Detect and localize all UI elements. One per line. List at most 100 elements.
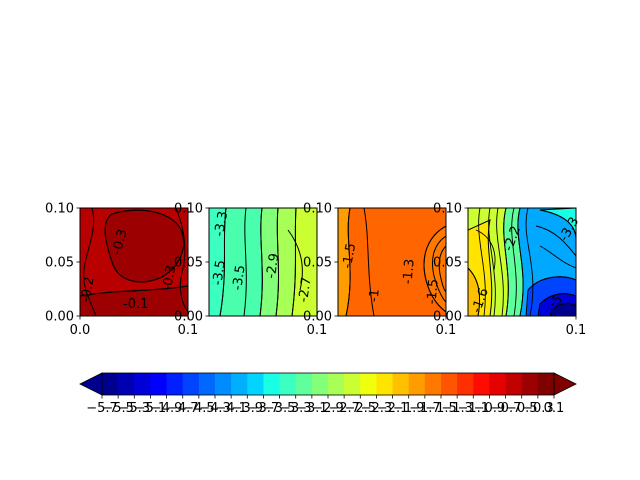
panel-1-contour-line xyxy=(175,208,188,313)
y-tick-label: 0.00 xyxy=(303,310,332,325)
panel-4-contour-line xyxy=(488,208,496,316)
colorbar-extend-low xyxy=(79,372,103,396)
colorbar-segment xyxy=(295,373,313,395)
y-tick-label: 0.00 xyxy=(174,310,203,325)
panel-3-contour-label: -1.3 xyxy=(400,258,417,285)
colorbar-ticks: −5.7−5.5−5.3−5.1−4.9−4.7−4.5−4.3−4.1−3.9… xyxy=(86,395,564,416)
colorbar-tick-label: −3.9 xyxy=(231,401,263,416)
colorbar-tick-label: −0.7 xyxy=(490,401,522,416)
panel-4-contour-line xyxy=(503,208,509,316)
colorbar-tick-label: −5.1 xyxy=(135,401,167,416)
panel-3-contour-label: -1 xyxy=(367,288,383,302)
colorbar-segment xyxy=(134,373,151,395)
y-tick-label: 0.05 xyxy=(303,256,332,271)
contour-panel-1: -0.3 -0.3 -0.1 -0.2 xyxy=(78,207,189,317)
colorbar-segment xyxy=(360,373,377,395)
colorbar-segment xyxy=(441,373,458,395)
colorbar-tick-label: −3.7 xyxy=(248,401,280,416)
colorbar-tick-label: −4.1 xyxy=(215,401,247,416)
colorbar-segment xyxy=(102,373,119,395)
colorbar-tick-label: −0.9 xyxy=(474,401,506,416)
panel-4-contour-line xyxy=(551,302,576,311)
y-tick-label: 0.05 xyxy=(45,256,74,271)
colorbar-tick-label: −3.5 xyxy=(264,401,296,416)
colorbar-segment xyxy=(344,373,361,395)
colorbar-segment xyxy=(392,373,410,395)
colorbar-segment xyxy=(424,373,442,395)
colorbar: −5.7−5.5−5.3−5.1−4.9−4.7−4.5−4.3−4.1−3.9… xyxy=(79,372,577,416)
colorbar-segment xyxy=(408,373,426,395)
colorbar-tick-label: −2.5 xyxy=(344,401,376,416)
colorbar-tick-label: −1.7 xyxy=(409,401,441,416)
panel-4-contour-line xyxy=(496,208,504,316)
panel-3-contour-line xyxy=(363,208,375,316)
panel-2-contour-line xyxy=(259,208,263,316)
panel-1-contour-line xyxy=(104,209,184,283)
panel-1-contour-line xyxy=(80,285,188,297)
colorbar-tick-label: −1.3 xyxy=(441,401,473,416)
colorbar-segment xyxy=(198,373,216,395)
panel-1-contour-label: -0.2 xyxy=(78,276,97,304)
colorbar-tick-label: −2.1 xyxy=(377,401,409,416)
colorbar-segment xyxy=(166,373,184,395)
y-tick-label: 0.10 xyxy=(174,202,203,217)
panel-4-contour-line xyxy=(517,208,524,316)
colorbar-segment xyxy=(279,373,297,395)
colorbar-tick-label: −5.7 xyxy=(86,401,118,416)
colorbar-segment xyxy=(521,373,539,395)
panel-1-contour-label: -0.1 xyxy=(123,297,148,312)
y-tick-label: 0.10 xyxy=(45,202,74,217)
y-tick-label: 0.00 xyxy=(45,310,74,325)
panel-4-contour-line xyxy=(535,225,576,257)
colorbar-segment xyxy=(473,373,490,395)
colorbar-tick-label: −3.3 xyxy=(280,401,312,416)
x-tick-label: 0.1 xyxy=(436,323,457,338)
panel-2-contour-label: -2.9 xyxy=(264,252,282,279)
colorbar-segments xyxy=(102,373,555,395)
panel-4-contour-line xyxy=(468,267,480,316)
colorbar-segment xyxy=(263,373,280,395)
panel-3-contour-line xyxy=(438,245,446,293)
panel-4-contour-line xyxy=(539,245,576,269)
colorbar-segment xyxy=(537,373,555,395)
panel-2-contour-line xyxy=(275,208,279,316)
panel-2-contour-label: -3.5 xyxy=(230,264,248,291)
panel-2-contour-line xyxy=(287,229,303,291)
colorbar-tick-label: 0.1 xyxy=(544,401,565,416)
contour-panel-3: -1.5 -1.3 -1.5 -1 xyxy=(337,207,447,317)
y-tick-label: 0.10 xyxy=(303,202,332,217)
colorbar-tick-label: −0.5 xyxy=(506,401,538,416)
colorbar-segment xyxy=(457,373,474,395)
colorbar-segment xyxy=(328,373,345,395)
panel-2-contour-line xyxy=(243,208,247,316)
colorbar-tick-label: −4.9 xyxy=(151,401,183,416)
colorbar-tick-label: −4.5 xyxy=(183,401,215,416)
colorbar-segment xyxy=(215,373,232,395)
colorbar-tick-label: −2.7 xyxy=(328,401,360,416)
panel-2-contour-line xyxy=(219,208,227,316)
colorbar-tick-label: −5.5 xyxy=(102,401,134,416)
colorbar-tick-label: −1.1 xyxy=(457,401,489,416)
panel-4-contour-line xyxy=(539,293,576,305)
y-tick-label: 0.00 xyxy=(433,310,462,325)
panel-4-contour-line xyxy=(525,208,534,316)
panel-4-contour-line xyxy=(511,208,517,316)
colorbar-tick-label: −0.3 xyxy=(522,401,554,416)
x-tick-label: 0.0 xyxy=(70,323,91,338)
colorbar-segment xyxy=(505,373,523,395)
colorbar-segment xyxy=(311,373,329,395)
panel-3-contour-label: -1.5 xyxy=(424,278,441,305)
panel-2-contour-label: -3.5 xyxy=(210,259,228,286)
colorbar-segment xyxy=(182,373,200,395)
x-tick-label: 0.1 xyxy=(178,323,199,338)
y-tick-label: 0.05 xyxy=(174,256,203,271)
y-tick-label: 0.10 xyxy=(433,202,462,217)
colorbar-tick-label: −4.7 xyxy=(167,401,199,416)
panel-3-contour-label: -1.5 xyxy=(340,242,359,270)
panel-1-contour-label: -0.3 xyxy=(110,227,131,255)
colorbar-segment xyxy=(231,373,248,395)
x-tick-label: 0.1 xyxy=(307,323,328,338)
colorbar-tick-label: −1.9 xyxy=(393,401,425,416)
colorbar-segment xyxy=(376,373,393,395)
contour-panel-4: -2.2 -3.3 -1.6 -5 xyxy=(467,207,582,317)
